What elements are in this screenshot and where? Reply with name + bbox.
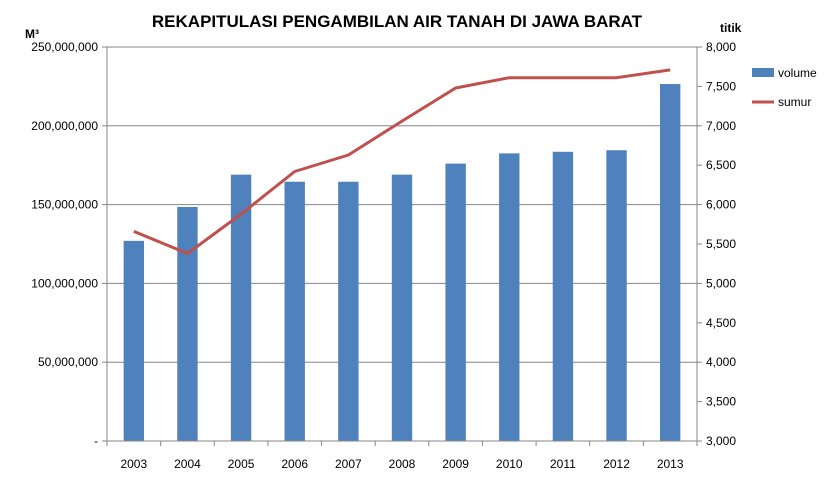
x-tick-label: 2009	[442, 457, 469, 471]
x-tick-label: 2004	[174, 457, 201, 471]
x-axis-ticks: 2003 2004 2005 2006 2007 2008 2009 2010 2011 2012…	[106, 441, 698, 471]
right-tick-label: 3,500	[706, 395, 736, 409]
left-tick-label: -	[94, 434, 98, 448]
legend-label-sumur: sumur	[778, 95, 811, 109]
bar-volume-2007	[338, 181, 359, 442]
right-tick-label: 5,500	[706, 237, 736, 251]
bar-volume-2012	[606, 150, 627, 441]
right-tick-label: 8,000	[706, 40, 736, 54]
legend: volume sumur	[752, 66, 817, 109]
bar-volume-2008	[391, 174, 413, 441]
bar-volume-2003	[123, 240, 145, 441]
bar-volume-2004	[177, 206, 198, 441]
bar-volume-2013	[659, 84, 681, 441]
right-tick-label: 6,000	[706, 198, 736, 212]
x-tick-label: 2003	[120, 457, 147, 471]
right-tick-label: 7,000	[706, 119, 736, 133]
left-tick-label: 200,000,000	[31, 119, 98, 133]
x-tick-label: 2006	[281, 457, 308, 471]
x-tick-label: 2012	[603, 457, 630, 471]
left-tick-label: 150,000,000	[31, 198, 98, 212]
x-tick-label: 2010	[496, 457, 523, 471]
volume-bars	[123, 84, 681, 442]
left-tick-label: 250,000,000	[31, 40, 98, 54]
right-tick-label: 6,500	[706, 158, 736, 172]
x-tick-label: 2011	[550, 457, 576, 471]
right-tick-label: 5,000	[706, 276, 736, 290]
x-tick-label: 2007	[335, 457, 362, 471]
right-tick-label: 3,000	[706, 434, 736, 448]
bar-volume-2010	[499, 153, 520, 441]
right-axis-unit: titik	[720, 21, 742, 35]
legend-label-volume: volume	[778, 66, 817, 80]
left-tick-label: 100,000,000	[31, 276, 98, 290]
right-tick-label: 4,500	[706, 316, 736, 330]
bar-volume-2006	[284, 181, 305, 442]
right-tick-label: 4,000	[706, 355, 736, 369]
legend-swatch-volume	[752, 68, 774, 77]
left-axis-ticks: - 50,000,000 100,000,000 150,000,000 200,000…	[31, 40, 107, 448]
right-tick-label: 7,500	[706, 79, 736, 93]
sumur-line	[133, 68, 671, 255]
right-axis-ticks: 3,000 3,500 4,000 4,500 5,000 5,500 6,000 6,500…	[697, 40, 736, 448]
x-tick-label: 2013	[657, 457, 684, 471]
left-tick-label: 50,000,000	[38, 355, 98, 369]
bar-volume-2009	[445, 163, 466, 441]
x-tick-label: 2008	[389, 457, 416, 471]
bar-volume-2005	[230, 174, 252, 441]
chart-title: REKAPITULASI PENGAMBILAN AIR TANAH DI JA…	[152, 12, 643, 31]
bar-volume-2011	[552, 151, 574, 441]
x-tick-label: 2005	[228, 457, 255, 471]
line-sumur	[133, 68, 671, 255]
left-axis-unit: M³	[25, 27, 39, 41]
